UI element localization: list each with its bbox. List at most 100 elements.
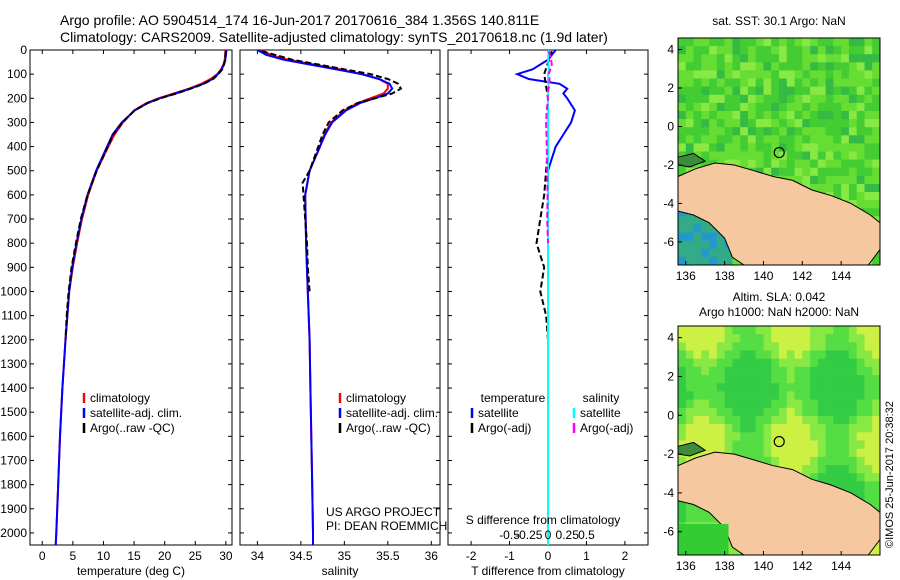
- sla-field-cell: [740, 432, 749, 441]
- sst-field-cell: [848, 192, 858, 201]
- sla-field-cell: [740, 342, 749, 352]
- sla-field-cell: [786, 440, 796, 450]
- sla-field-cell: [794, 350, 803, 360]
- sst-field-cell: [856, 192, 865, 201]
- sla-field-cell: [732, 432, 741, 441]
- depth-tick-label: 1700: [0, 453, 27, 467]
- sst-field-cell: [802, 175, 811, 185]
- sst-field-cell: [755, 111, 764, 120]
- sst-field-cell: [693, 78, 702, 88]
- sla-field-cell: [872, 350, 881, 360]
- sst-field-cell: [678, 143, 687, 152]
- sla-field-cell: [817, 448, 827, 458]
- sst-field-cell: [709, 143, 718, 152]
- sst-ytick-label: 4: [667, 43, 674, 57]
- sla-field-cell: [732, 366, 741, 376]
- sla-field-cell: [872, 432, 881, 441]
- salinity-xtick-label: 36: [425, 549, 439, 563]
- sst-field-cell: [685, 86, 695, 96]
- sla-field-cell: [810, 407, 819, 417]
- sst-field-cell: [872, 256, 881, 266]
- sst-field-cell: [779, 135, 788, 144]
- sla-field-cell: [833, 424, 842, 433]
- sla-field-cell: [685, 399, 695, 409]
- sla-field-cell: [817, 383, 827, 392]
- sla-field-cell: [856, 440, 865, 450]
- sst-field-cell: [802, 62, 811, 71]
- sla-field-cell: [740, 350, 749, 360]
- sst-field-cell: [732, 94, 741, 104]
- sla-field-cell: [709, 358, 718, 368]
- sst-field-cell: [716, 54, 726, 63]
- sla-field-cell: [856, 391, 865, 401]
- sst-field-cell: [841, 78, 850, 88]
- sst-field-cell: [701, 127, 710, 136]
- sla-field-cell: [724, 407, 733, 417]
- sla-field-cell: [864, 391, 873, 401]
- sst-field-cell: [810, 119, 819, 128]
- sst-field-cell: [810, 78, 819, 88]
- sla-field-cell: [872, 481, 881, 491]
- sla-field-cell: [709, 424, 718, 433]
- sst-field-cell: [755, 86, 764, 96]
- sla-field-cell: [841, 334, 850, 343]
- sst-field-cell: [802, 119, 811, 128]
- sla-field-cell: [856, 448, 865, 458]
- sla-field-cell: [802, 465, 811, 474]
- sla-field-cell: [817, 358, 827, 368]
- sla-field-cell: [693, 342, 702, 352]
- sla-field-cell: [810, 383, 819, 392]
- difference-xlabel-top: S difference from climatology: [466, 513, 621, 527]
- sst-field-cell: [825, 111, 834, 120]
- sst-field-cell: [724, 70, 733, 79]
- sst-field-cell: [747, 94, 757, 104]
- sla-field-cell: [779, 334, 788, 343]
- sst-ytick-label: -4: [663, 196, 674, 210]
- sla-field-cell: [833, 448, 842, 458]
- sla-field-cell: [779, 448, 788, 458]
- sst-field-cell: [709, 256, 718, 266]
- sla-field-cell: [848, 399, 858, 409]
- sla-field-cell: [724, 334, 733, 343]
- sst-field-cell: [709, 135, 718, 144]
- sst-field-cell: [802, 38, 811, 47]
- sla-field-cell: [747, 448, 757, 458]
- sst-field-cell: [848, 70, 858, 79]
- sst-field-cell: [740, 70, 749, 79]
- sla-field-cell: [817, 326, 827, 335]
- sla-field-cell: [716, 366, 726, 376]
- sst-field-cell: [786, 167, 796, 177]
- sst-field-cell: [693, 232, 702, 242]
- sst-xtick-label: 138: [715, 269, 735, 283]
- sst-field-cell: [693, 256, 702, 266]
- sla-field-cell: [755, 407, 764, 417]
- salinity-xtick-label: 34: [251, 549, 265, 563]
- sst-field-cell: [864, 135, 873, 144]
- sst-field-cell: [701, 111, 710, 120]
- depth-tick-label: 700: [7, 212, 27, 226]
- sla-field-cell: [848, 342, 858, 352]
- sla-field-cell: [685, 514, 695, 523]
- sst-field-cell: [763, 62, 772, 71]
- sst-field-cell: [709, 78, 718, 88]
- sst-field-cell: [709, 54, 718, 63]
- sla-field-cell: [732, 424, 741, 433]
- sla-field-cell: [747, 383, 757, 392]
- sst-field-cell: [716, 62, 726, 71]
- sst-field-cell: [763, 38, 772, 47]
- project-label: US ARGO PROJECT: [326, 505, 441, 519]
- sst-field-cell: [802, 143, 811, 152]
- sst-field-cell: [872, 70, 881, 79]
- sla-field-cell: [685, 505, 695, 515]
- sst-field-cell: [709, 224, 718, 234]
- sla-field-cell: [701, 432, 710, 441]
- sla-field-cell: [678, 407, 687, 417]
- sst-field-cell: [794, 159, 803, 169]
- sla-field-cell: [685, 416, 695, 425]
- sla-field-cell: [841, 432, 850, 441]
- sla-field-cell: [693, 391, 702, 401]
- temperature-xtick-label: 30: [219, 549, 233, 563]
- sla-field-cell: [678, 350, 687, 360]
- sla-field-cell: [747, 424, 757, 433]
- sla-field-cell: [810, 366, 819, 376]
